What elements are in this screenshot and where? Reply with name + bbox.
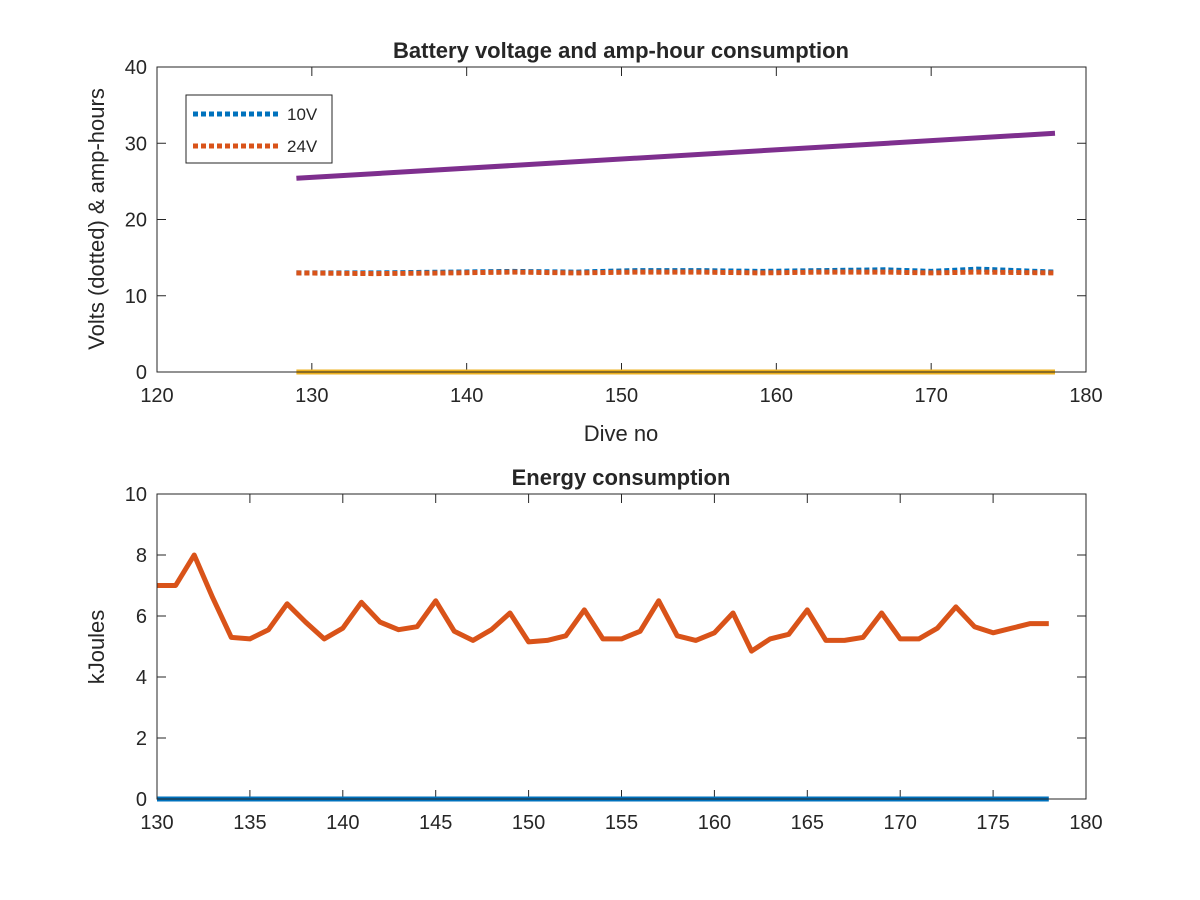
y-tick-label: 4 <box>136 667 147 689</box>
x-tick-label: 150 <box>605 385 638 407</box>
y-tick-label: 0 <box>136 789 147 811</box>
y-tick-label: 20 <box>125 210 147 232</box>
x-tick-label: 130 <box>295 385 328 407</box>
axes-frame <box>156 493 1087 800</box>
x-axis-label: Dive no <box>584 421 659 446</box>
x-tick-label: 180 <box>1069 812 1102 834</box>
legend-box <box>185 94 333 164</box>
tick-group: 120 130 140 150 160 170 180 0 10 20 30 40 <box>125 57 1103 407</box>
series-line-0-3 <box>296 130 1056 181</box>
legend-label-24v: 24V <box>287 137 318 156</box>
series-line-0-1 <box>296 269 1056 277</box>
y-axis-label: Volts (dotted) & amp-hours <box>84 88 109 350</box>
x-tick-label: 140 <box>326 812 359 834</box>
x-tick-label: 145 <box>419 812 452 834</box>
legend: 10V 24V <box>185 94 333 164</box>
y-tick-label: 8 <box>136 545 147 567</box>
x-tick-label: 165 <box>791 812 824 834</box>
x-tick-label: 170 <box>884 812 917 834</box>
tick-group: 130 135 140 145 150 155 160 165 170 175 180 0 2 4 6 8 10 <box>125 484 1103 834</box>
y-axis-label: kJoules <box>84 610 109 685</box>
legend-label-10v: 10V <box>287 105 318 124</box>
x-tick-label: 150 <box>512 812 545 834</box>
x-tick-label: 170 <box>914 385 947 407</box>
x-tick-label: 180 <box>1069 385 1102 407</box>
x-tick-label: 175 <box>976 812 1009 834</box>
x-tick-label: 120 <box>140 385 173 407</box>
x-tick-label: 140 <box>450 385 483 407</box>
y-tick-label: 10 <box>125 484 147 506</box>
y-tick-label: 0 <box>136 362 147 384</box>
x-tick-label: 130 <box>140 812 173 834</box>
x-tick-label: 160 <box>698 812 731 834</box>
energy-subplot: Energy consumption kJoules 130 135 140 145 1… <box>84 465 1103 834</box>
y-tick-label: 40 <box>125 57 147 79</box>
axes-frame <box>156 66 1087 373</box>
x-tick-label: 135 <box>233 812 266 834</box>
x-tick-label: 160 <box>760 385 793 407</box>
chart-title: Battery voltage and amp-hour consumption <box>393 38 849 63</box>
y-tick-label: 10 <box>125 286 147 308</box>
series-line-1-1 <box>157 552 1049 654</box>
chart-title: Energy consumption <box>512 465 731 490</box>
x-tick-label: 155 <box>605 812 638 834</box>
voltage-amphour-subplot: Battery voltage and amp-hour consumption… <box>84 38 1103 446</box>
y-tick-label: 30 <box>125 133 147 155</box>
y-tick-label: 6 <box>136 606 147 628</box>
y-tick-label: 2 <box>136 728 147 750</box>
